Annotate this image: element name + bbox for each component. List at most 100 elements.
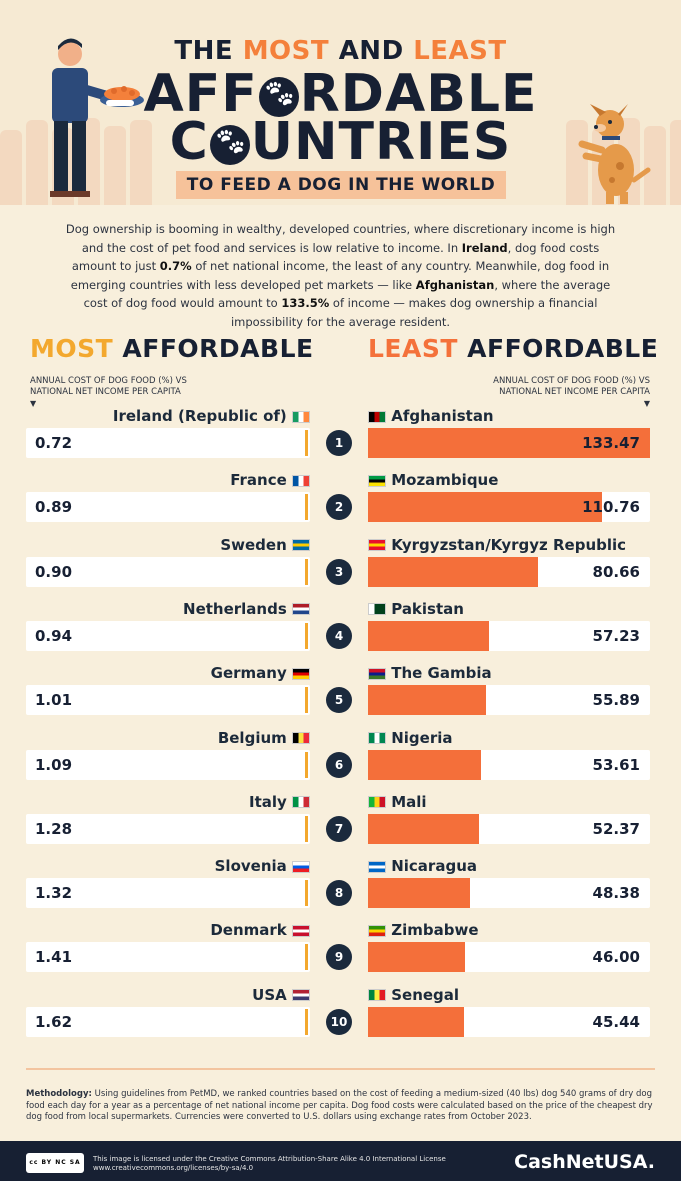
- rank-badge: 8: [326, 880, 352, 907]
- most-country-label: Netherlands: [40, 599, 310, 619]
- most-bar: [26, 492, 310, 523]
- least-country-label: Zimbabwe: [368, 920, 658, 940]
- most-bar-edge: [305, 880, 308, 907]
- most-country-label: Denmark: [40, 920, 310, 940]
- most-bar-edge: [305, 558, 308, 585]
- down-arrow-icon: ▼: [30, 399, 37, 408]
- flag-icon: [292, 796, 310, 809]
- least-bar: [368, 942, 465, 973]
- flag-icon: [292, 410, 310, 423]
- title-affordable: AFFRDABLE: [0, 68, 681, 120]
- most-value-label: 1.32: [35, 884, 73, 903]
- least-country-label: Kyrgyzstan/Kyrgyz Republic: [368, 535, 658, 555]
- flag-icon: [292, 667, 310, 680]
- rank-badge: 4: [326, 622, 352, 649]
- brand-logo: CashNetUSA.: [514, 1151, 655, 1173]
- least-axis-label: ANNUAL COST OF DOG FOOD (%) VS NATIONAL …: [460, 376, 650, 409]
- most-axis-label: ANNUAL COST OF DOG FOOD (%) VS NATIONAL …: [30, 376, 220, 409]
- least-country-label: Pakistan: [368, 599, 658, 619]
- flag-icon: [292, 860, 310, 873]
- most-value-label: 0.94: [35, 626, 73, 645]
- license-text: This image is licensed under the Creativ…: [93, 1155, 446, 1172]
- most-value-label: 0.89: [35, 498, 73, 517]
- intro-paragraph: Dog ownership is booming in wealthy, dev…: [65, 222, 616, 329]
- least-bar: [368, 685, 486, 716]
- rank-badge: 1: [326, 430, 352, 456]
- least-bar: [368, 620, 489, 651]
- rank-badge: 9: [326, 944, 352, 971]
- most-bar-edge: [305, 1008, 308, 1035]
- least-value-label: 46.00: [592, 948, 640, 967]
- flag-icon: [368, 860, 386, 873]
- least-value-label: 45.44: [592, 1012, 640, 1031]
- methodology-note: Methodology: Using guidelines from PetMD…: [26, 1089, 653, 1122]
- title-line-1: THE MOST AND LEAST: [174, 36, 507, 66]
- most-bar-edge: [305, 494, 308, 521]
- flag-icon: [292, 732, 310, 744]
- most-value-label: 1.41: [35, 948, 73, 967]
- most-value-label: 1.01: [35, 691, 73, 710]
- flag-icon: [292, 924, 310, 937]
- most-value-label: 0.90: [35, 562, 73, 581]
- most-bar-edge: [305, 944, 308, 971]
- least-value-label: 53.61: [592, 755, 640, 774]
- rank-badge: 10: [326, 1008, 352, 1035]
- most-bar: [26, 942, 310, 973]
- least-value-label: 110.76: [582, 498, 640, 517]
- rank-badge: 3: [326, 558, 352, 585]
- least-value-label: 57.23: [592, 626, 640, 645]
- least-bar: [368, 878, 470, 909]
- most-country-label: USA: [40, 985, 310, 1005]
- rank-badge: 6: [326, 751, 352, 778]
- flag-icon: [292, 989, 310, 1002]
- least-value-label: 52.37: [592, 819, 640, 838]
- title-countries: CUNTRIES: [0, 116, 681, 168]
- subtitle: TO FEED A DOG IN THE WORLD: [176, 171, 506, 199]
- least-bar: [368, 749, 481, 780]
- dog-illustration: [578, 104, 651, 204]
- most-country-label: Slovenia: [40, 856, 310, 876]
- most-bar-edge: [305, 430, 308, 456]
- footer: cc BY NC SA This image is licensed under…: [0, 1141, 681, 1181]
- flag-icon: [292, 539, 310, 552]
- rank-badge: 2: [326, 494, 352, 521]
- flag-icon: [368, 410, 386, 423]
- flag-icon: [292, 603, 310, 616]
- least-country-label: Mali: [368, 792, 658, 812]
- most-bar: [26, 428, 310, 458]
- flag-icon: [292, 474, 310, 487]
- header-banner: THE MOST AND LEAST AFFRDABLE CUNTRIES TO…: [0, 0, 681, 205]
- flag-icon: [368, 989, 386, 1002]
- most-bar: [26, 1006, 310, 1037]
- most-value-label: 0.72: [35, 434, 73, 452]
- flag-icon: [368, 924, 386, 937]
- least-bar: [368, 813, 479, 844]
- most-value-label: 1.28: [35, 819, 73, 838]
- least-country-label: Nicaragua: [368, 856, 658, 876]
- most-country-label: France: [40, 470, 310, 490]
- flag-icon: [368, 732, 386, 744]
- flag-icon: [368, 539, 386, 552]
- paw-icon: [209, 125, 250, 165]
- most-country-label: Sweden: [40, 535, 310, 555]
- least-value-label: 80.66: [592, 562, 640, 581]
- least-bar: [368, 1006, 464, 1037]
- least-value-label: 133.47: [582, 434, 640, 452]
- rank-badge: 5: [326, 687, 352, 714]
- flag-icon: [368, 474, 386, 487]
- most-bar-edge: [305, 622, 308, 649]
- most-country-label: Germany: [40, 663, 310, 683]
- most-bar: [26, 749, 310, 780]
- most-value-label: 1.09: [35, 755, 73, 774]
- most-bar: [26, 556, 310, 587]
- most-affordable-heading: MOST AFFORDABLE: [30, 334, 314, 363]
- most-bar-edge: [305, 815, 308, 842]
- flag-icon: [368, 796, 386, 809]
- least-bar: [368, 492, 602, 523]
- least-country-label: Senegal: [368, 985, 658, 1005]
- most-bar: [26, 685, 310, 716]
- person-with-dog-bowl-illustration: [50, 38, 144, 197]
- divider: [26, 1068, 655, 1070]
- least-affordable-heading: LEAST AFFORDABLE: [368, 334, 659, 363]
- most-value-label: 1.62: [35, 1012, 73, 1031]
